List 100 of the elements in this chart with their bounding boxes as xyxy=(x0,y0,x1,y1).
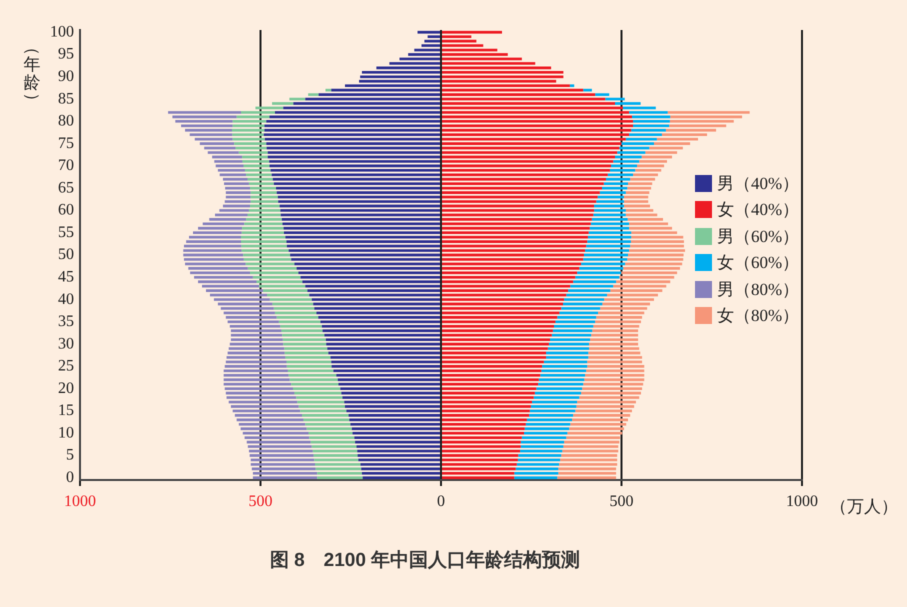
bar xyxy=(442,382,538,386)
bar xyxy=(626,138,657,140)
bar xyxy=(668,111,750,114)
bar xyxy=(442,80,556,83)
bar xyxy=(442,222,591,226)
bar xyxy=(538,378,584,382)
x-axis-title: （万人） xyxy=(830,496,898,518)
bar xyxy=(305,284,440,288)
bar xyxy=(442,124,634,128)
bar xyxy=(442,276,576,279)
bar xyxy=(558,472,616,475)
bar xyxy=(220,173,246,176)
bar xyxy=(288,374,336,377)
bar xyxy=(442,128,632,132)
bar xyxy=(238,422,306,426)
bar xyxy=(590,226,630,230)
y-tick-label: 100 xyxy=(50,23,74,40)
bar xyxy=(442,186,602,190)
bar xyxy=(282,338,326,341)
bar xyxy=(194,276,253,279)
bar xyxy=(442,182,604,186)
y-tick-label: 0 xyxy=(66,468,74,486)
bar xyxy=(442,374,540,377)
bar xyxy=(577,271,622,274)
y-tick-label: 85 xyxy=(58,90,74,108)
bar xyxy=(442,289,568,292)
y-tick-label: 10 xyxy=(58,424,74,442)
bar xyxy=(248,182,274,186)
bar xyxy=(442,236,588,239)
y-axis-title: （年龄） xyxy=(22,38,42,111)
bar xyxy=(583,88,592,92)
bar xyxy=(558,468,616,470)
y-tick-label: 20 xyxy=(58,380,74,397)
bar xyxy=(331,88,440,92)
bar xyxy=(526,418,572,422)
bar xyxy=(252,472,318,475)
bar xyxy=(181,124,233,128)
bar xyxy=(274,182,440,186)
bar xyxy=(186,240,242,243)
legend-label: 男（40%） xyxy=(717,172,800,195)
bar xyxy=(317,472,362,475)
x-tick-label: 500 xyxy=(610,492,634,510)
bar xyxy=(575,276,620,279)
bar xyxy=(288,370,334,372)
bar xyxy=(362,472,440,475)
bar xyxy=(610,169,636,172)
bar xyxy=(616,280,670,284)
bar xyxy=(608,173,634,176)
bar xyxy=(569,427,624,430)
bar xyxy=(590,222,630,226)
bar xyxy=(593,324,640,328)
bar xyxy=(252,476,318,480)
text: 图 8 2100 年中国人口年龄结构预测 xyxy=(270,548,580,571)
bar xyxy=(282,222,440,226)
bar xyxy=(333,370,440,372)
x-tick-label: 0 xyxy=(437,492,445,510)
bar xyxy=(540,374,586,377)
bar xyxy=(246,173,272,176)
bar xyxy=(428,35,440,38)
bar xyxy=(362,476,440,480)
bar xyxy=(579,267,624,270)
bar xyxy=(442,84,570,88)
bar xyxy=(252,468,316,470)
bar xyxy=(602,186,628,190)
bar xyxy=(442,35,472,38)
bar xyxy=(256,280,302,284)
bar xyxy=(442,88,584,92)
bar xyxy=(241,236,286,239)
bar xyxy=(282,334,324,337)
bar xyxy=(442,324,554,328)
bar xyxy=(198,226,242,230)
bar xyxy=(666,128,716,132)
bar xyxy=(442,271,578,274)
bar xyxy=(322,324,440,328)
bar xyxy=(250,271,298,274)
bar xyxy=(442,476,514,480)
bar xyxy=(298,271,440,274)
bar xyxy=(272,178,440,181)
bar xyxy=(305,422,350,426)
x-tick-label: 500 xyxy=(248,492,272,510)
bar xyxy=(442,240,588,243)
bar xyxy=(264,124,440,128)
bar xyxy=(350,422,440,426)
bar xyxy=(442,418,527,422)
bar xyxy=(361,468,440,470)
bar xyxy=(662,133,708,136)
bar xyxy=(442,267,580,270)
bar xyxy=(232,124,264,128)
bar xyxy=(555,320,596,324)
bar xyxy=(285,236,440,239)
bar xyxy=(276,186,440,190)
bar xyxy=(442,75,564,78)
bar xyxy=(241,240,286,243)
y-tick-label: 35 xyxy=(58,313,74,330)
bar xyxy=(326,338,440,341)
bar xyxy=(442,436,522,440)
bar xyxy=(524,432,568,435)
bar xyxy=(442,169,610,172)
bar xyxy=(442,387,536,390)
bar xyxy=(230,324,280,328)
